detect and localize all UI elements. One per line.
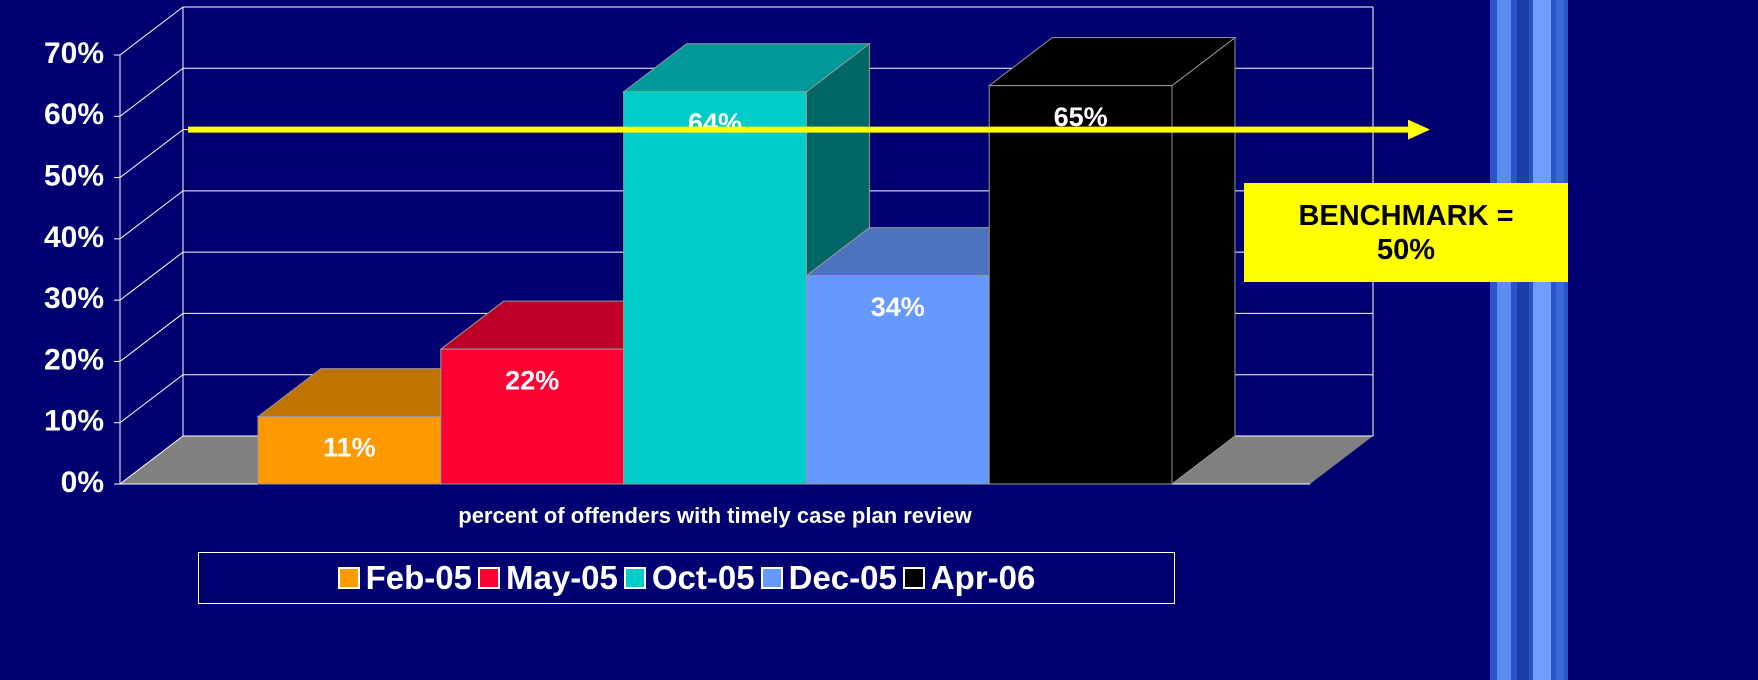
legend-label: Apr-06 [930, 559, 1036, 596]
legend: Feb-05 May-05 Oct-05 Dec-05 Apr-06 [198, 552, 1175, 604]
benchmark-label: BENCHMARK = 50% [1298, 199, 1514, 266]
grid-line [119, 190, 1373, 240]
stripe [1533, 0, 1551, 680]
legend-label: Dec-05 [788, 559, 897, 596]
legend-item: Feb-05 [337, 559, 472, 597]
legend-item: Apr-06 [902, 559, 1036, 597]
y-tick-label: 70% [44, 37, 104, 70]
bar [440, 348, 625, 485]
value-label: 64% [688, 108, 742, 138]
legend-swatch [760, 567, 783, 589]
y-tick-label: 50% [44, 159, 104, 192]
value-label: 22% [505, 365, 559, 395]
bar [623, 91, 807, 485]
benchmark-arrowhead [1408, 119, 1430, 140]
y-tick-label: 0% [61, 466, 104, 499]
value-label: 11% [323, 433, 376, 463]
legend-item: Oct-05 [623, 559, 755, 597]
grid-line [119, 67, 1373, 117]
bar-side [1171, 36, 1236, 486]
legend-item: May-05 [478, 559, 618, 597]
bar [257, 416, 442, 485]
legend-swatch [623, 567, 646, 589]
y-tick-label: 40% [44, 221, 104, 254]
y-tick-label: 10% [44, 405, 104, 438]
y-tick-label: 30% [44, 282, 104, 315]
bar [988, 85, 1173, 485]
grid-line [119, 6, 1373, 56]
value-label: 34% [871, 292, 925, 322]
legend-label: Oct-05 [651, 559, 755, 596]
legend-swatch [337, 567, 360, 589]
stripe [1497, 0, 1511, 680]
y-tick-label: 60% [44, 98, 104, 131]
benchmark-box: BENCHMARK = 50% [1244, 183, 1568, 282]
legend-item: Dec-05 [760, 559, 897, 597]
legend-swatch [478, 567, 500, 589]
legend-swatch [902, 567, 925, 589]
y-tick-label: 20% [44, 343, 104, 376]
x-category-label: percent of offenders with timely case pl… [458, 503, 972, 528]
stripe [1556, 0, 1564, 680]
stripe [1517, 0, 1529, 680]
legend-label: May-05 [506, 559, 618, 596]
legend-label: Feb-05 [365, 559, 472, 596]
